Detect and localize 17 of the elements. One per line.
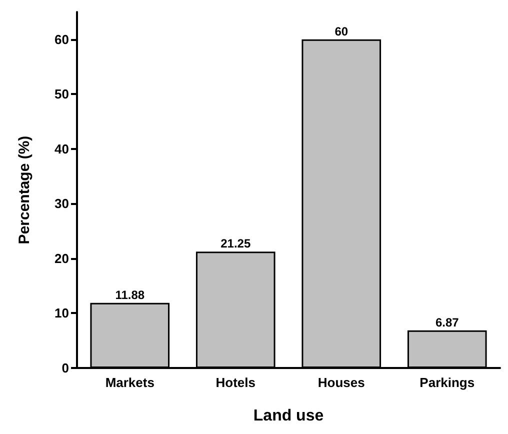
data-label: 6.87 [435, 315, 460, 330]
data-label: 21.25 [220, 236, 251, 251]
x-axis-title: Land use [253, 408, 324, 424]
y-axis-title: Percentage (%) [16, 136, 33, 244]
y-tick-label: 40 [54, 141, 69, 156]
y-tick-label: 60 [54, 32, 69, 47]
y-tick-label: 20 [54, 250, 69, 266]
data-label: 11.88 [115, 288, 145, 302]
x-tick-label: Houses [318, 375, 365, 390]
data-label: 60 [334, 24, 348, 38]
x-tick-label: Parkings [420, 375, 475, 390]
y-tick-label: 0 [62, 360, 69, 376]
y-tick-label: 10 [54, 306, 69, 321]
y-tick-label: 50 [54, 86, 69, 102]
y-tick-label: 30 [54, 196, 69, 212]
x-tick-label: Hotels [216, 375, 256, 390]
x-tick-label: Markets [105, 375, 154, 390]
